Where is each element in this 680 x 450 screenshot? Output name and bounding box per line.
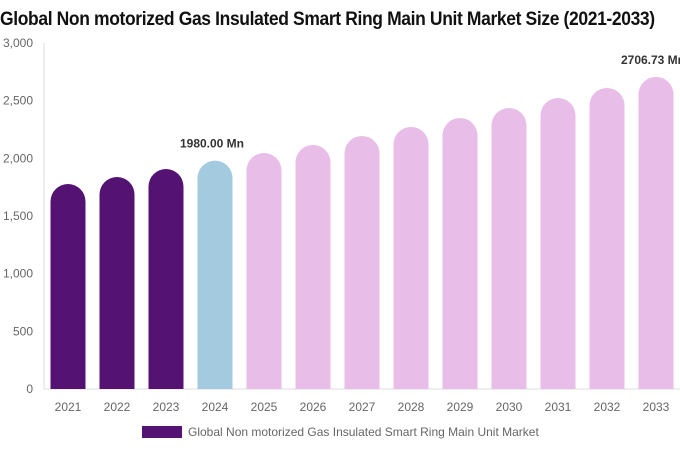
x-tick-label: 2031 <box>545 400 572 414</box>
bar-2030 <box>491 108 527 389</box>
x-tick-label: 2026 <box>300 400 327 414</box>
legend[interactable]: Global Non motorized Gas Insulated Smart… <box>142 425 539 439</box>
chart-title: Global Non motorized Gas Insulated Smart… <box>0 9 655 30</box>
x-tick-label: 2028 <box>398 400 425 414</box>
x-tick-label: 2032 <box>594 400 621 414</box>
bar-2021 <box>50 184 86 389</box>
bar-2032 <box>589 87 625 389</box>
bar-2031 <box>540 98 576 389</box>
x-tick-label: 2024 <box>202 400 229 414</box>
y-tick-label: 500 <box>13 324 33 338</box>
bar-2029 <box>442 117 478 389</box>
bar-2026 <box>295 144 331 389</box>
bar-2025 <box>246 153 282 389</box>
y-tick-label: 2,000 <box>3 151 33 165</box>
y-tick-label: 2,500 <box>3 94 33 108</box>
x-tick-label: 2027 <box>349 400 376 414</box>
bar-2028 <box>393 126 429 389</box>
bar-2033 <box>638 76 674 390</box>
bar-2022 <box>99 177 135 389</box>
x-tick-label: 2025 <box>251 400 278 414</box>
y-tick-label: 0 <box>26 382 33 396</box>
x-tick-label: 2033 <box>643 400 670 414</box>
y-tick-label: 1,000 <box>3 267 33 281</box>
x-tick-label: 2023 <box>153 400 180 414</box>
legend-label: Global Non motorized Gas Insulated Smart… <box>188 425 539 439</box>
x-tick-label: 2029 <box>447 400 474 414</box>
bar-2024 <box>197 160 233 389</box>
data-label: 2706.73 Mn <box>621 53 680 67</box>
x-tick-label: 2030 <box>496 400 523 414</box>
data-label: 1980.00 Mn <box>180 137 244 151</box>
legend-swatch <box>142 426 182 438</box>
y-tick-label: 3,000 <box>3 36 33 50</box>
x-tick-label: 2021 <box>55 400 82 414</box>
x-tick-label: 2022 <box>104 400 131 414</box>
bar-2027 <box>344 135 380 389</box>
y-tick-label: 1,500 <box>3 209 33 223</box>
bar-2023 <box>148 169 184 389</box>
